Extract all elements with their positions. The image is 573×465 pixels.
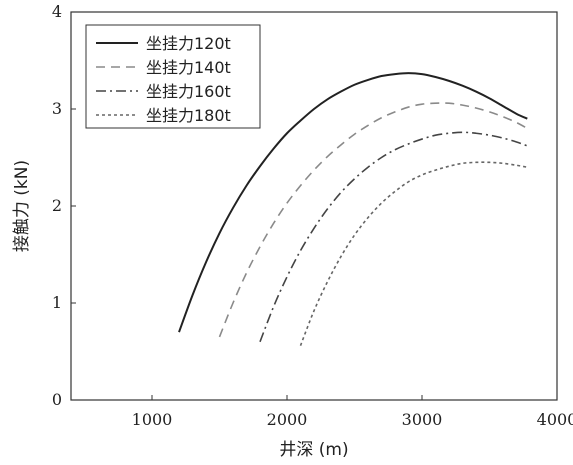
legend-label: 坐挂力160t [146,82,231,101]
series-line [259,131,528,343]
legend-label: 坐挂力180t [146,106,231,125]
legend-items: 坐挂力120t 坐挂力140t 坐挂力160t 坐挂力180t [96,34,231,125]
series-line [299,161,528,346]
y-tick-label: 1 [52,293,62,312]
series-line [218,102,528,338]
series-line [178,72,528,333]
legend-label: 坐挂力140t [146,58,231,77]
x-axis-ticks: 1000 2000 3000 4000 [132,395,573,429]
x-axis-label: 井深 (m) [279,440,348,460]
series-layer [178,72,528,346]
x-tick-label: 4000 [537,410,573,429]
y-axis-label: 接触力 (kN) [12,160,32,252]
y-tick-label: 0 [52,390,62,409]
y-tick-label: 3 [52,99,62,118]
x-tick-label: 1000 [132,410,173,429]
y-tick-label: 2 [52,196,62,215]
x-tick-label: 2000 [267,410,308,429]
legend-label: 坐挂力120t [146,34,231,53]
y-axis-ticks: 0 1 2 3 4 [52,2,76,409]
legend: 坐挂力120t 坐挂力140t 坐挂力160t 坐挂力180t [85,24,261,129]
y-tick-label: 4 [52,2,62,21]
x-tick-label: 3000 [402,410,443,429]
